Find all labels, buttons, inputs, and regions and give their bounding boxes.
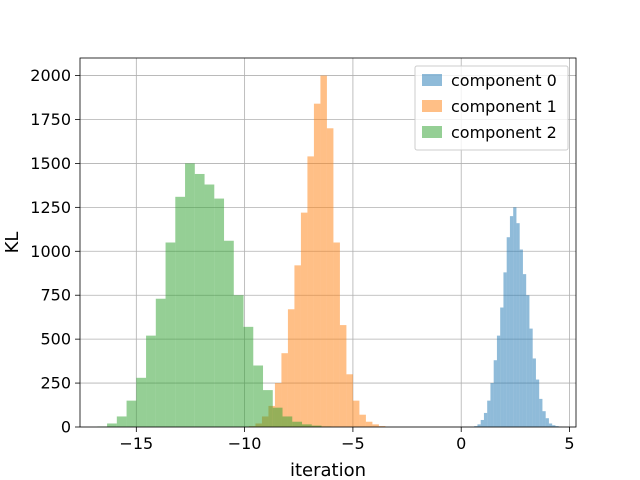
bar-component-1: [281, 353, 288, 427]
bar-component-0: [529, 328, 533, 427]
bar-component-1: [346, 374, 353, 427]
bar-component-1: [294, 265, 301, 427]
y-tick-label: 1000: [30, 242, 71, 261]
bar-component-2: [165, 242, 176, 427]
bar-component-2: [311, 425, 322, 427]
bar-component-1: [333, 242, 340, 427]
legend: component 0 component 1 component 2: [414, 65, 569, 151]
bar-component-0: [477, 424, 481, 427]
bar-component-1: [326, 128, 334, 428]
bar-component-2: [253, 365, 264, 427]
legend-label: component 2: [451, 123, 557, 142]
bar-component-2: [292, 421, 303, 427]
bar-component-1: [307, 156, 314, 427]
bar-component-0: [516, 223, 520, 427]
bar-component-0: [526, 295, 530, 427]
bar-component-0: [490, 383, 494, 427]
bar-component-2: [263, 390, 273, 427]
legend-box: [414, 65, 569, 151]
bar-component-0: [542, 411, 546, 427]
x-axis-label: iteration: [290, 460, 366, 480]
bar-component-1: [359, 414, 366, 427]
x-tick-label: −15: [119, 434, 153, 453]
bar-component-0: [539, 398, 543, 427]
bar-component-0: [493, 360, 497, 427]
bar-component-0: [519, 249, 523, 427]
bar-component-1: [372, 424, 379, 427]
bar-component-2: [282, 416, 293, 427]
bar-component-2: [214, 198, 225, 427]
bar-component-2: [194, 173, 205, 427]
series-component-1: [248, 75, 386, 428]
legend-swatch: [422, 74, 442, 86]
bar-component-0: [548, 423, 553, 427]
bar-component-2: [204, 184, 215, 427]
y-axis-label: KL: [2, 232, 23, 254]
y-tick-label: 2000: [30, 66, 71, 85]
bar-component-2: [146, 335, 156, 427]
y-tick-label: 1750: [30, 110, 71, 129]
bar-component-2: [155, 298, 166, 427]
bar-component-0: [552, 425, 556, 427]
bar-component-0: [555, 426, 559, 427]
bar-component-0: [503, 272, 507, 427]
bar-component-1: [365, 421, 373, 427]
bar-component-1: [274, 383, 282, 427]
bar-component-0: [496, 335, 501, 427]
axis-ticks: −15 −10 −5 0 5 0 250 500 750 1000 1250 1500 1750 2000: [30, 66, 574, 453]
bar-component-0: [522, 274, 527, 427]
bar-component-0: [506, 237, 510, 427]
bar-component-0: [509, 216, 514, 427]
y-tick-label: 500: [40, 330, 71, 349]
legend-swatch: [422, 126, 442, 138]
x-tick-label: 5: [564, 434, 574, 453]
x-tick-label: −10: [228, 434, 262, 453]
bar-component-0: [474, 426, 478, 427]
legend-label: component 0: [451, 71, 557, 90]
bar-component-0: [500, 307, 504, 427]
bar-component-2: [302, 424, 312, 427]
bar-component-2: [272, 407, 283, 427]
y-tick-label: 1500: [30, 154, 71, 173]
x-tick-label: −5: [341, 434, 365, 453]
bar-component-2: [116, 416, 127, 427]
bar-component-0: [532, 358, 536, 427]
y-tick-label: 750: [40, 286, 71, 305]
bar-component-0: [535, 379, 540, 427]
bar-component-0: [483, 412, 488, 427]
bar-component-2: [126, 400, 137, 427]
bar-component-2: [107, 423, 117, 427]
legend-swatch: [422, 100, 442, 112]
series-component-2: [97, 163, 332, 427]
y-tick-label: 0: [61, 418, 71, 437]
x-tick-label: 0: [456, 434, 466, 453]
bar-component-2: [136, 377, 147, 427]
bar-component-0: [545, 418, 549, 427]
y-tick-label: 250: [40, 374, 71, 393]
bar-component-2: [243, 326, 254, 427]
bar-component-1: [300, 212, 308, 427]
bar-component-1: [339, 325, 347, 427]
bar-component-2: [233, 295, 244, 427]
bar-component-1: [352, 400, 360, 427]
bar-component-2: [185, 163, 195, 427]
legend-label: component 1: [451, 97, 557, 116]
bar-component-1: [320, 75, 327, 428]
series-component-0: [474, 207, 562, 427]
bar-component-0: [487, 400, 491, 427]
bar-component-2: [175, 196, 186, 427]
bar-component-1: [378, 426, 386, 427]
bar-component-0: [480, 419, 484, 427]
bar-component-1: [313, 103, 321, 427]
bar-component-2: [224, 240, 234, 427]
bar-component-1: [287, 309, 295, 427]
plot-frame: [79, 57, 577, 428]
y-tick-label: 1250: [30, 198, 71, 217]
bar-component-0: [513, 207, 517, 427]
histogram-bars: [97, 75, 562, 428]
